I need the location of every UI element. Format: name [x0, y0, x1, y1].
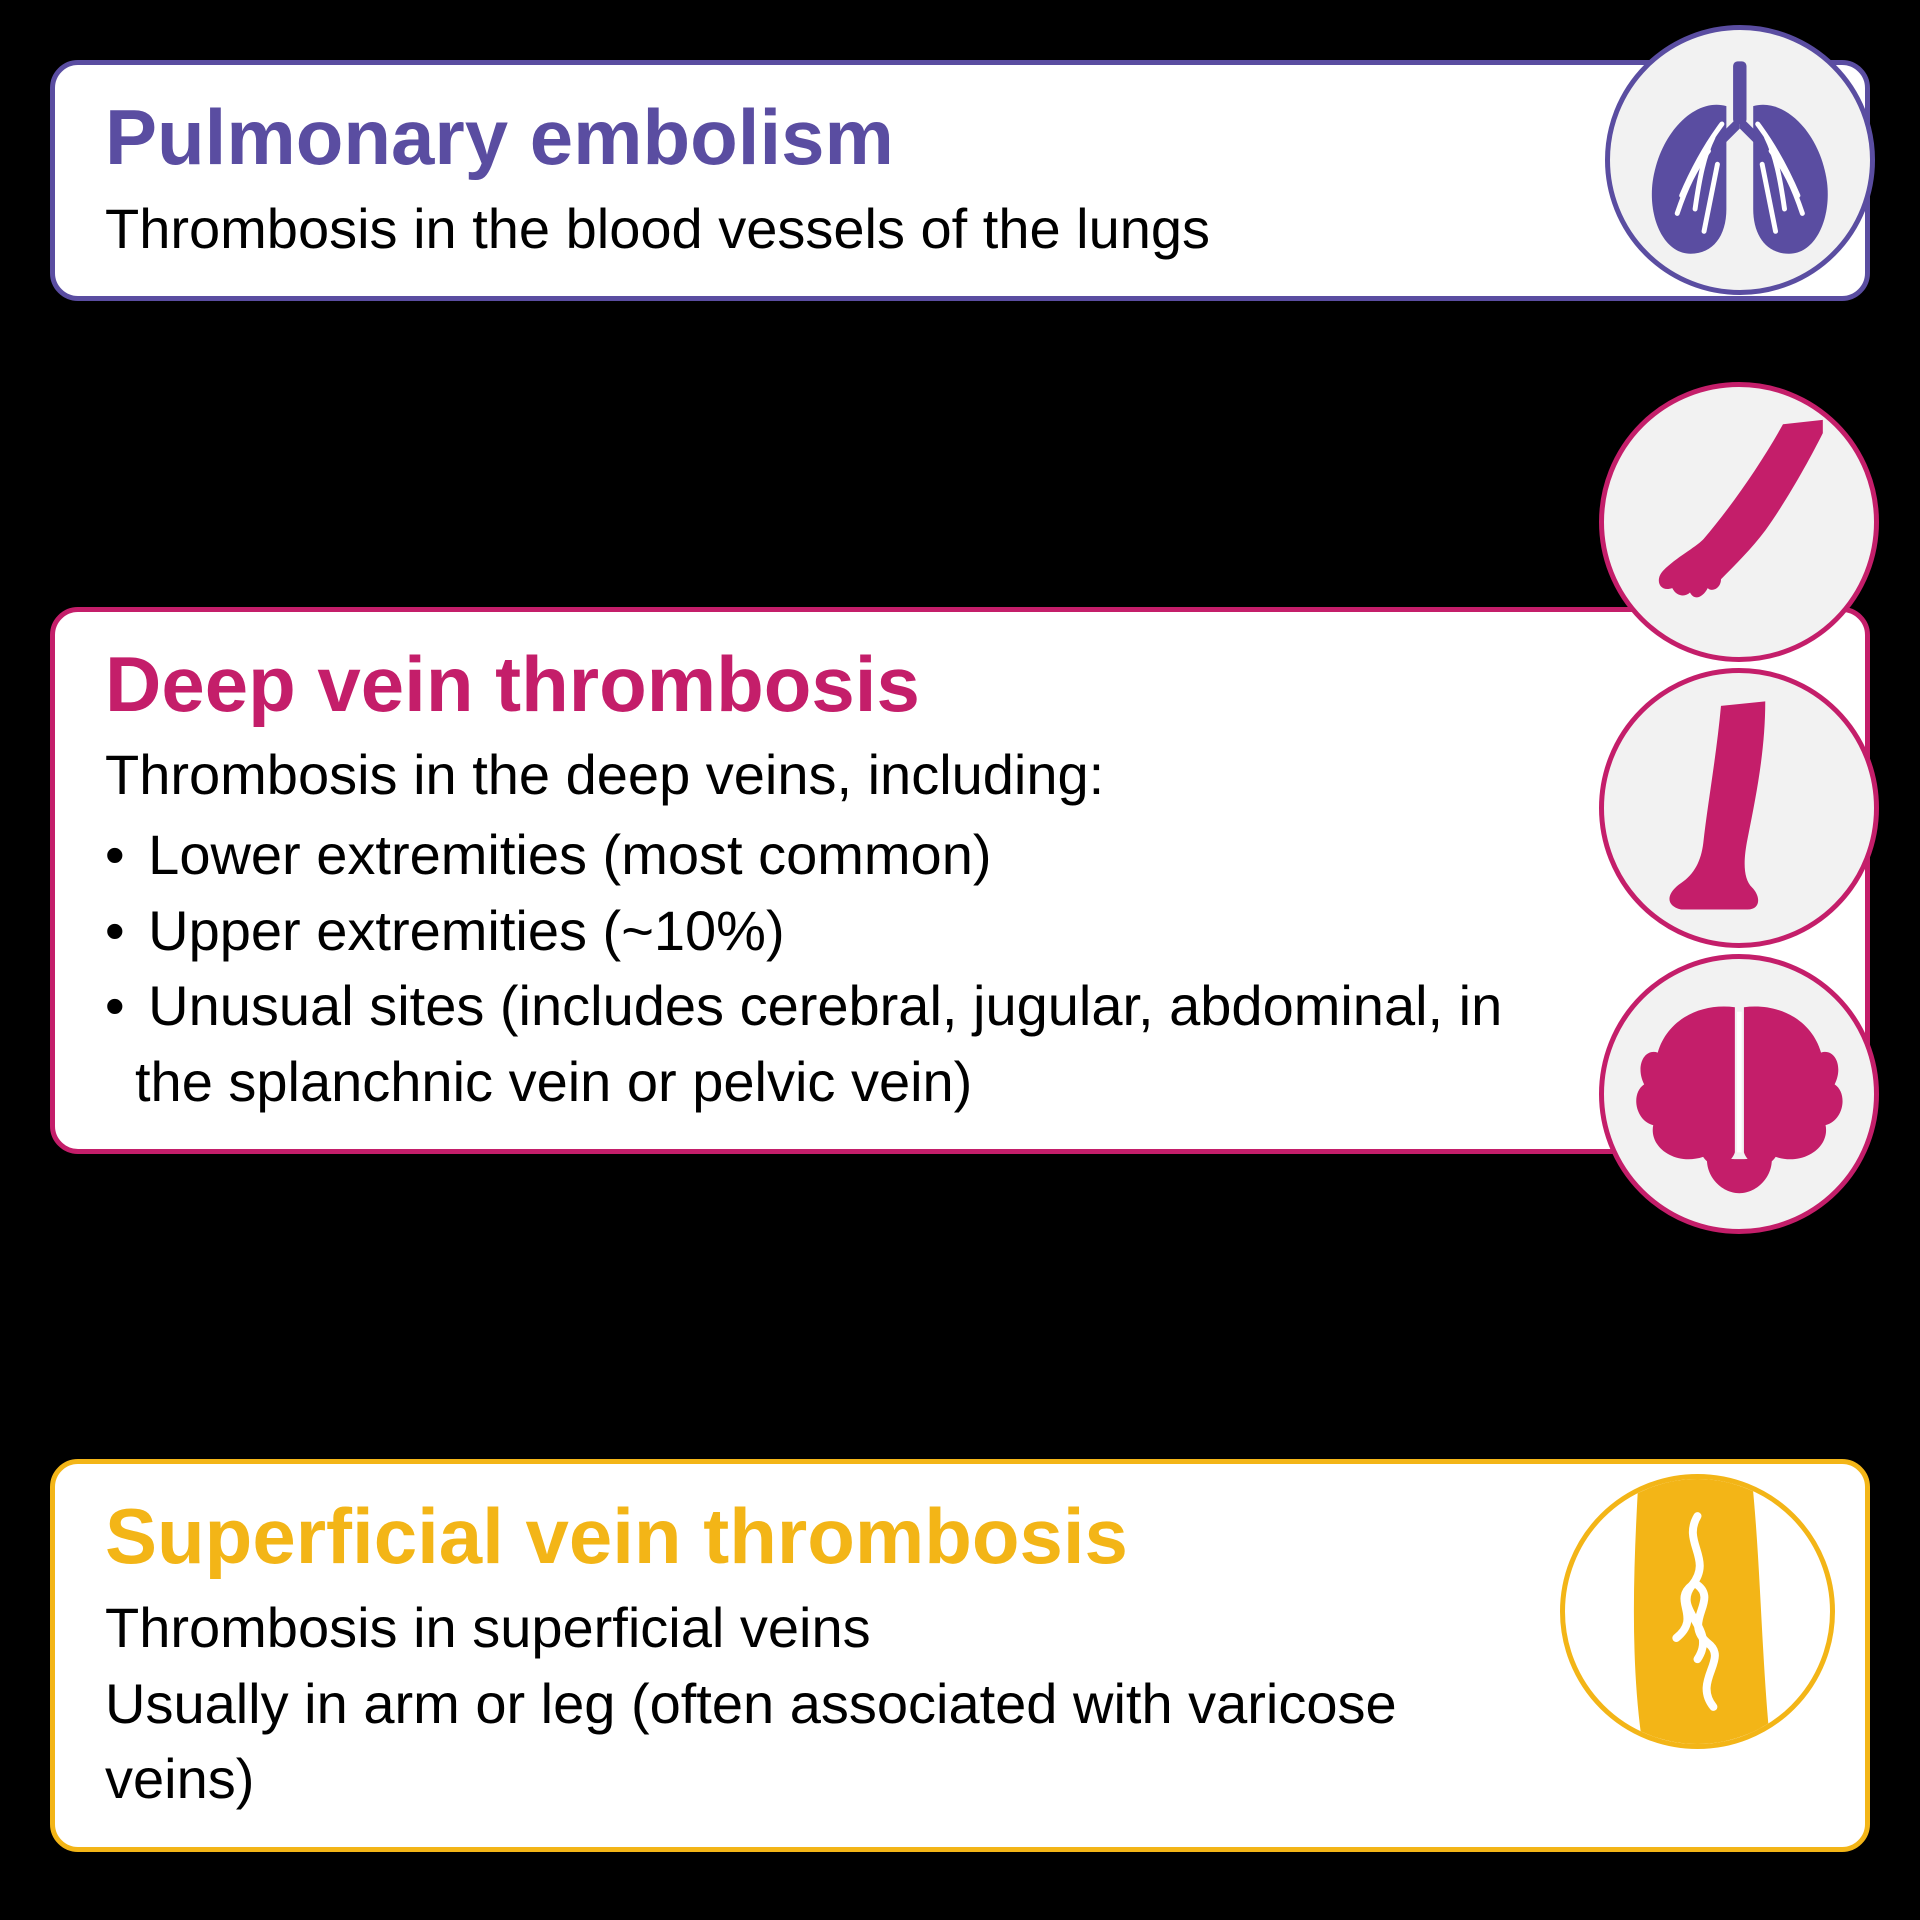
card-dvt-desc-lead: Thrombosis in the deep veins, including:	[105, 743, 1104, 806]
list-item: Unusual sites (includes cerebral, jugula…	[135, 968, 1535, 1119]
card-svt-desc: Thrombosis in superficial veins Usually …	[105, 1590, 1545, 1817]
lungs-icon	[1605, 25, 1875, 295]
list-item: Upper extremities (~10%)	[135, 893, 1535, 969]
card-svt-title: Superficial vein thrombosis	[105, 1494, 1545, 1580]
varicose-vein-icon	[1560, 1474, 1835, 1749]
card-dvt-desc: Thrombosis in the deep veins, including:…	[105, 737, 1535, 1119]
leg-icon	[1599, 668, 1879, 948]
brain-icon	[1599, 954, 1879, 1234]
card-svt-desc2: Usually in arm or leg (often associated …	[105, 1666, 1545, 1817]
arm-icon	[1599, 382, 1879, 662]
card-pe-title: Pulmonary embolism	[105, 95, 1585, 181]
card-pulmonary-embolism: Pulmonary embolism Thrombosis in the blo…	[50, 60, 1870, 301]
card-dvt-title: Deep vein thrombosis	[105, 642, 1535, 728]
list-item: Lower extremities (most common)	[135, 817, 1535, 893]
card-deep-vein-thrombosis: Deep vein thrombosis Thrombosis in the d…	[50, 607, 1870, 1155]
card-superficial-vein-thrombosis: Superficial vein thrombosis Thrombosis i…	[50, 1459, 1870, 1852]
card-svt-desc1: Thrombosis in superficial veins	[105, 1590, 1545, 1666]
card-pe-desc: Thrombosis in the blood vessels of the l…	[105, 191, 1585, 267]
card-dvt-bullets: Lower extremities (most common) Upper ex…	[105, 817, 1535, 1119]
